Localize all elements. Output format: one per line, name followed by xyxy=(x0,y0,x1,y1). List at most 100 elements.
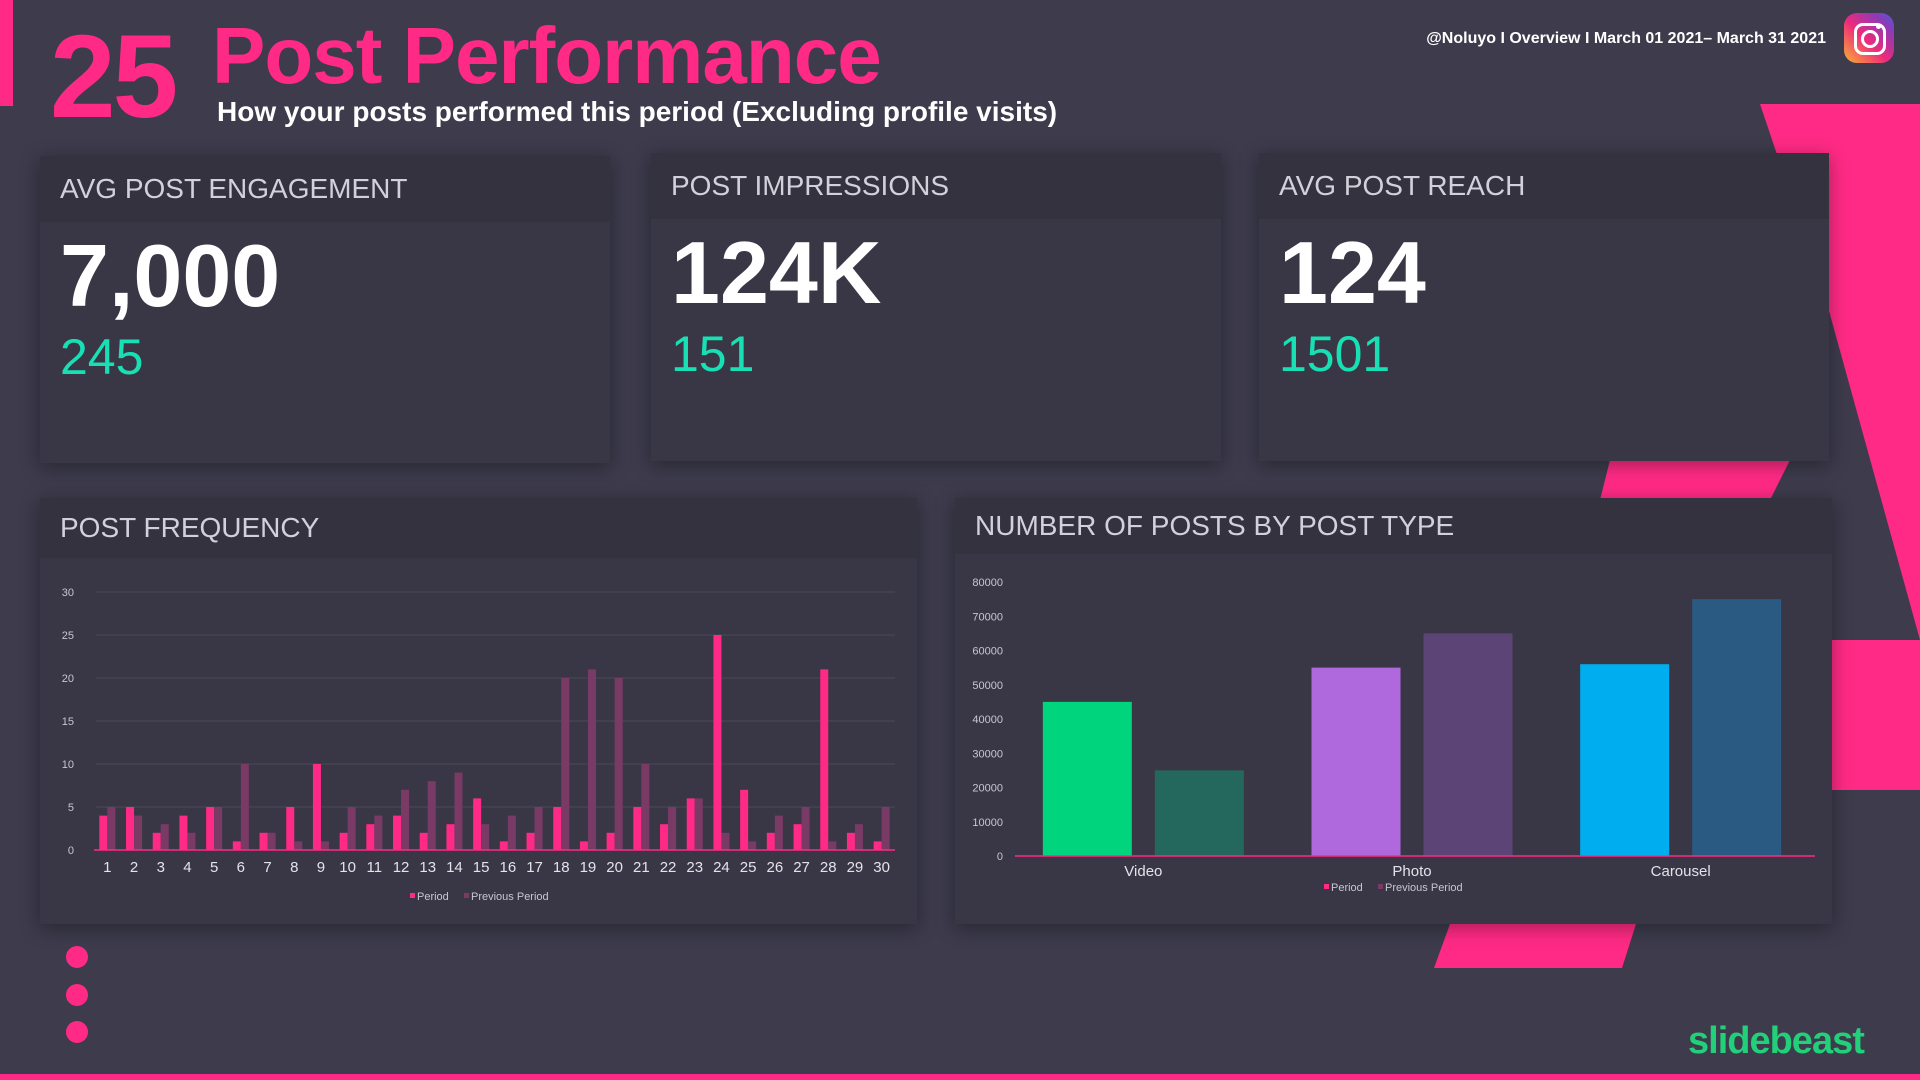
x-tick-label: 23 xyxy=(686,859,703,876)
bar-previous xyxy=(240,764,249,850)
kpi-card-engagement: AVG POST ENGAGEMENT 7,000 245 xyxy=(40,156,610,463)
x-tick-label: 28 xyxy=(820,859,837,876)
kpi-sub-value: 1501 xyxy=(1279,326,1391,382)
bar-previous xyxy=(427,781,436,850)
bar-period xyxy=(660,824,669,850)
bar-period xyxy=(419,832,428,850)
y-tick-label: 50000 xyxy=(972,680,1003,692)
page-subtitle: How your posts performed this period (Ex… xyxy=(217,96,1058,127)
bar-video-period xyxy=(1042,701,1132,856)
bar-period xyxy=(99,815,108,850)
kpi-label: AVG POST REACH xyxy=(1259,153,1829,219)
bar-previous xyxy=(721,832,730,850)
x-tick-label: 21 xyxy=(633,859,650,876)
x-tick-label: Video xyxy=(1124,863,1162,880)
bar-period xyxy=(339,832,348,850)
bar-previous xyxy=(614,678,623,850)
bar-period xyxy=(232,841,241,850)
pagination-dot[interactable] xyxy=(66,946,88,968)
kpi-label: POST IMPRESSIONS xyxy=(651,153,1221,219)
kpi-label: AVG POST ENGAGEMENT xyxy=(40,156,610,222)
bar-video-previous xyxy=(1154,770,1244,856)
bar-previous xyxy=(214,807,223,850)
post-frequency-card: POST FREQUENCY 30 25 20 15 10 5 0 1 2 3 4 5 6 7 8 9 10 11… xyxy=(40,498,917,924)
x-tick-label: Photo xyxy=(1392,863,1431,880)
legend-swatch xyxy=(464,893,469,898)
kpi-value: 124K xyxy=(671,223,882,322)
bar-previous xyxy=(187,832,196,850)
x-tick-label: 13 xyxy=(419,859,436,876)
bar-previous xyxy=(107,807,116,850)
x-tick-label: 1 xyxy=(103,859,111,876)
bar-period xyxy=(179,815,188,850)
bar-period xyxy=(553,807,562,850)
x-tick-label: 29 xyxy=(847,859,864,876)
bar-period xyxy=(740,789,749,850)
accent-bar xyxy=(0,0,13,106)
x-tick-label: 20 xyxy=(606,859,623,876)
pagination-dot[interactable] xyxy=(66,1021,88,1043)
x-tick-label: 2 xyxy=(130,859,138,876)
bar-period xyxy=(873,841,882,850)
x-tick-label: 19 xyxy=(580,859,597,876)
slidebeast-logo: slidebeast xyxy=(1688,1020,1865,1062)
bar-period xyxy=(686,798,695,850)
y-tick-label: 0 xyxy=(997,851,1003,863)
bar-period xyxy=(846,832,855,850)
bar-previous xyxy=(294,841,303,850)
x-tick-label: Carousel xyxy=(1651,863,1711,880)
bar-period xyxy=(259,832,268,850)
bar-previous xyxy=(134,815,143,850)
chart-title: POST FREQUENCY xyxy=(40,498,917,558)
bar-previous xyxy=(641,764,650,850)
x-tick-label: 25 xyxy=(740,859,757,876)
bar-period xyxy=(579,841,588,850)
y-tick-label: 20000 xyxy=(972,783,1003,795)
x-tick-label: 4 xyxy=(183,859,191,876)
y-tick-label: 5 xyxy=(68,802,74,814)
pagination-dot[interactable] xyxy=(66,984,88,1006)
legend-label: Previous Period xyxy=(1385,882,1463,894)
y-tick-label: 80000 xyxy=(972,577,1003,589)
post-type-chart: 80000 70000 60000 50000 40000 30000 20000 10000… xyxy=(972,577,1815,894)
x-tick-label: 9 xyxy=(317,859,325,876)
kpi-card-reach: AVG POST REACH 124 1501 xyxy=(1259,153,1829,461)
y-tick-label: 25 xyxy=(62,630,74,642)
x-tick-label: 14 xyxy=(446,859,463,876)
y-tick-label: 20 xyxy=(62,673,74,685)
bar-period xyxy=(633,807,642,850)
legend-label: Period xyxy=(417,891,449,903)
bar-previous xyxy=(401,789,410,850)
bar-previous xyxy=(801,807,810,850)
kpi-value: 7,000 xyxy=(60,226,281,325)
x-tick-label: 26 xyxy=(767,859,784,876)
x-tick-label: 5 xyxy=(210,859,218,876)
y-tick-label: 0 xyxy=(68,845,74,857)
bar-previous xyxy=(694,798,703,850)
bar-previous xyxy=(160,824,169,850)
bar-period xyxy=(606,832,615,850)
period-meta: @Noluyo I Overview I March 01 2021– Marc… xyxy=(1426,30,1826,47)
bar-period xyxy=(499,841,508,850)
bar-photo-previous xyxy=(1423,633,1513,856)
slide-number: 25 xyxy=(50,11,178,143)
bar-previous xyxy=(881,807,890,850)
y-tick-label: 70000 xyxy=(972,611,1003,623)
bar-previous xyxy=(320,841,329,850)
bar-previous xyxy=(454,772,463,850)
bar-period xyxy=(766,832,775,850)
x-tick-label: 16 xyxy=(500,859,517,876)
y-tick-label: 10000 xyxy=(972,817,1003,829)
kpi-card-impressions: POST IMPRESSIONS 124K 151 xyxy=(651,153,1221,461)
x-tick-label: 27 xyxy=(793,859,810,876)
bar-period xyxy=(126,807,135,850)
kpi-value: 124 xyxy=(1279,223,1426,322)
bar-previous xyxy=(347,807,356,850)
y-tick-label: 60000 xyxy=(972,646,1003,658)
x-tick-label: 7 xyxy=(263,859,271,876)
bar-period xyxy=(393,815,402,850)
legend-swatch xyxy=(1378,884,1383,889)
bar-previous xyxy=(534,807,543,850)
